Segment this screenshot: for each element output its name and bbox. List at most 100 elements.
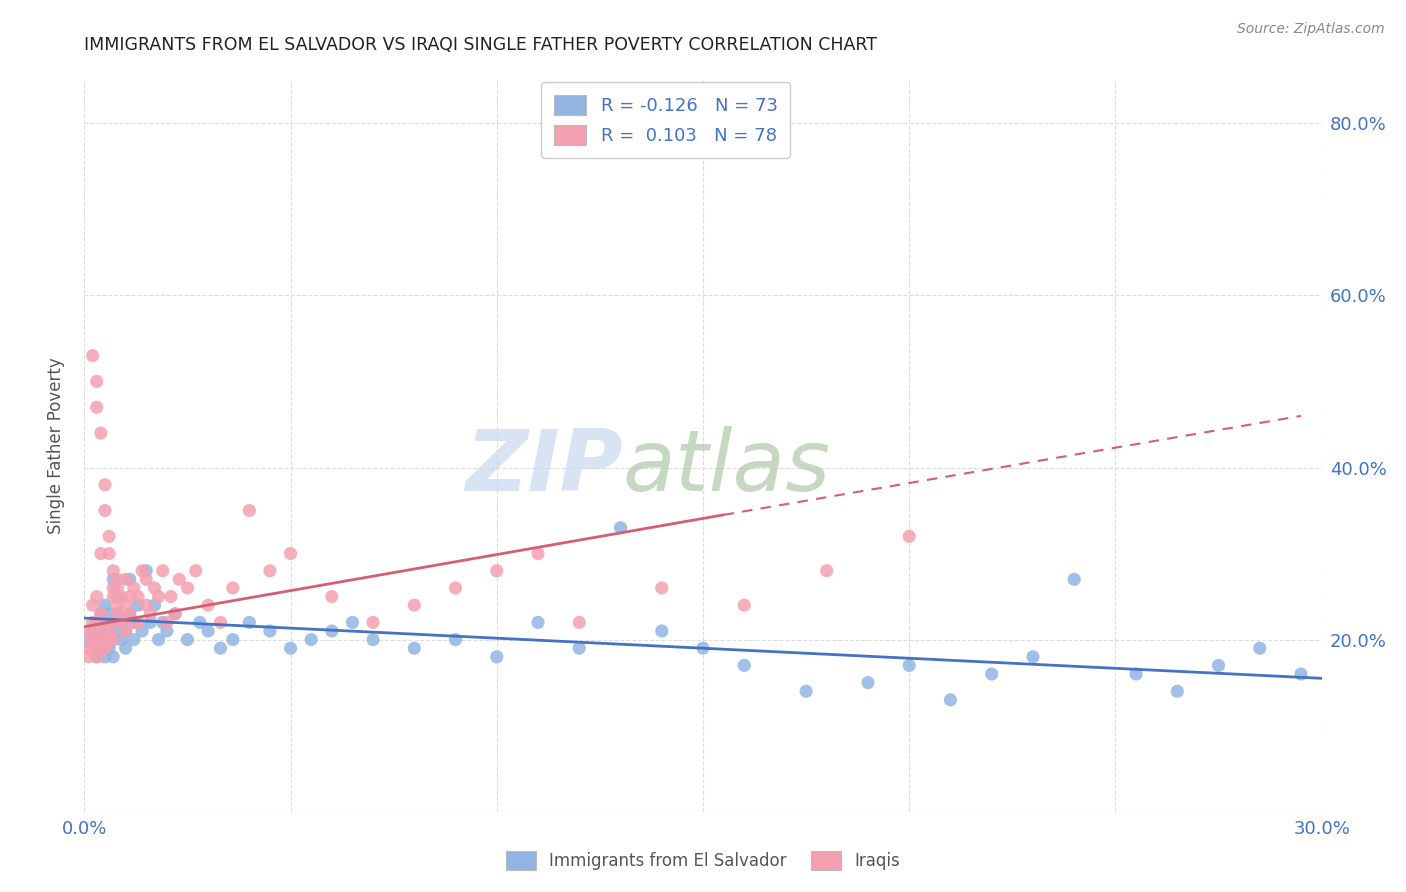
Point — [131, 624, 153, 638]
Text: atlas: atlas — [623, 426, 831, 509]
Point — [209, 641, 232, 656]
Point — [131, 564, 153, 578]
Point — [94, 503, 117, 517]
Point — [184, 564, 207, 578]
Point — [77, 649, 100, 664]
Point — [86, 615, 108, 630]
Point — [733, 658, 755, 673]
Point — [156, 615, 179, 630]
Point — [856, 675, 879, 690]
Point — [299, 632, 322, 647]
Point — [94, 615, 117, 630]
Point — [1249, 641, 1271, 656]
Point — [98, 641, 121, 656]
Point — [238, 503, 260, 517]
Point — [280, 547, 302, 561]
Point — [980, 667, 1002, 681]
Point — [527, 547, 550, 561]
Point — [135, 564, 157, 578]
Point — [609, 521, 631, 535]
Point — [176, 632, 198, 647]
Point — [86, 375, 108, 389]
Point — [1125, 667, 1147, 681]
Point — [90, 426, 112, 441]
Point — [939, 693, 962, 707]
Point — [103, 649, 125, 664]
Point — [86, 649, 108, 664]
Point — [82, 598, 104, 612]
Point — [82, 632, 104, 647]
Point — [444, 581, 467, 595]
Point — [98, 607, 121, 621]
Point — [90, 547, 112, 561]
Point — [105, 607, 128, 621]
Point — [122, 615, 145, 630]
Point — [1166, 684, 1188, 698]
Point — [94, 477, 117, 491]
Point — [77, 624, 100, 638]
Point — [94, 598, 117, 612]
Point — [110, 632, 132, 647]
Point — [94, 649, 117, 664]
Point — [404, 598, 426, 612]
Point — [110, 615, 132, 630]
Point — [139, 615, 162, 630]
Point — [90, 607, 112, 621]
Point — [143, 598, 166, 612]
Point — [209, 615, 232, 630]
Point — [82, 641, 104, 656]
Point — [280, 641, 302, 656]
Legend: Immigrants from El Salvador, Iraqis: Immigrants from El Salvador, Iraqis — [499, 844, 907, 877]
Point — [86, 615, 108, 630]
Point — [90, 624, 112, 638]
Point — [485, 564, 508, 578]
Point — [77, 641, 100, 656]
Point — [98, 624, 121, 638]
Point — [156, 624, 179, 638]
Point — [103, 581, 125, 595]
Point — [82, 624, 104, 638]
Point — [692, 641, 714, 656]
Point — [197, 624, 219, 638]
Point — [143, 581, 166, 595]
Point — [794, 684, 817, 698]
Point — [188, 615, 211, 630]
Point — [321, 590, 343, 604]
Point — [118, 573, 141, 587]
Point — [1208, 658, 1230, 673]
Point — [568, 641, 591, 656]
Point — [105, 607, 128, 621]
Point — [86, 632, 108, 647]
Point — [160, 590, 183, 604]
Point — [122, 615, 145, 630]
Point — [82, 615, 104, 630]
Point — [127, 598, 149, 612]
Point — [733, 598, 755, 612]
Point — [259, 564, 281, 578]
Point — [568, 615, 591, 630]
Point — [815, 564, 838, 578]
Text: ZIP: ZIP — [465, 426, 623, 509]
Point — [1022, 649, 1045, 664]
Point — [94, 632, 117, 647]
Point — [103, 615, 125, 630]
Point — [259, 624, 281, 638]
Point — [167, 573, 190, 587]
Point — [342, 615, 364, 630]
Point — [122, 581, 145, 595]
Point — [94, 641, 117, 656]
Point — [118, 607, 141, 621]
Point — [103, 573, 125, 587]
Point — [152, 564, 174, 578]
Point — [103, 632, 125, 647]
Point — [105, 573, 128, 587]
Point — [105, 581, 128, 595]
Point — [361, 615, 384, 630]
Point — [103, 590, 125, 604]
Point — [86, 649, 108, 664]
Point — [222, 581, 245, 595]
Point — [114, 624, 136, 638]
Point — [404, 641, 426, 656]
Point — [90, 624, 112, 638]
Point — [82, 349, 104, 363]
